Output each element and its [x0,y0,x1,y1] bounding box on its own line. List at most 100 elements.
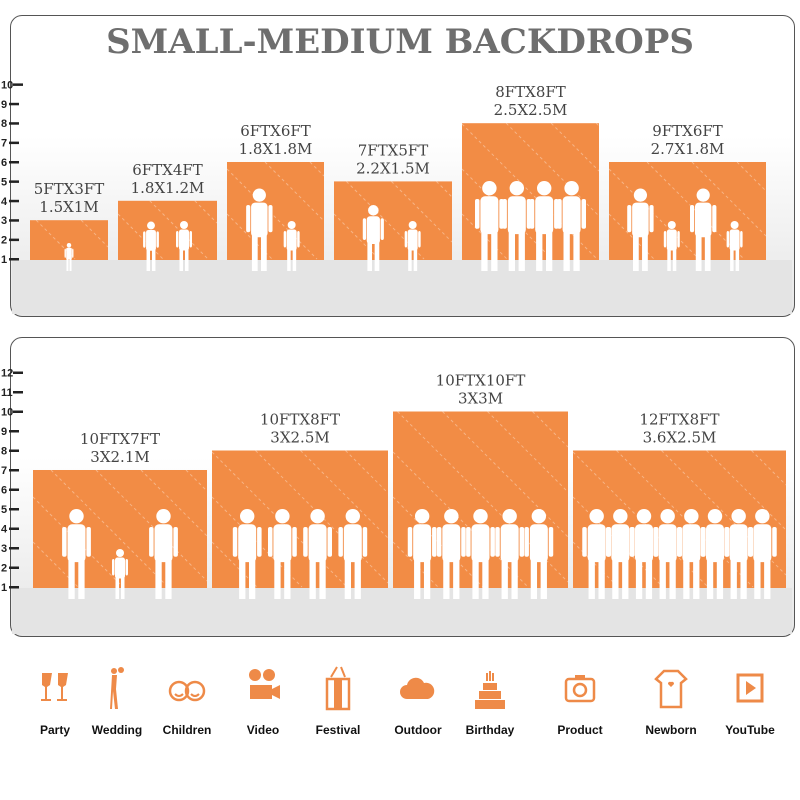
pattern-line [572,541,619,588]
size-feet-label: 10FTX8FT [260,411,340,429]
axis-tick-label: 4 [1,196,8,208]
size-meters-label: 2.5X2.5M [494,101,568,119]
birthday-cake-icon [475,671,505,709]
baby-onesie-icon [654,669,688,709]
use-case-product: Product [545,665,615,737]
pattern-line [391,181,453,243]
person-silhouette-icon [663,221,680,271]
use-case-birthday: Birthday [455,665,525,737]
person-silhouette-icon [747,509,777,599]
axis-tick-label: 6 [1,485,7,497]
pattern-line [149,200,209,260]
person-silhouette-icon [524,509,554,599]
person-silhouette-icon [436,509,466,599]
gift-box-icon [325,666,351,711]
pattern-line [392,451,529,588]
pattern-line [32,541,79,588]
person-silhouette-icon [143,221,159,271]
axis-tick-label: 5 [1,176,7,188]
pattern-line [80,219,109,248]
size-meters-label: 2.7X1.8M [651,140,725,158]
use-case-youtube: YouTube [715,665,785,737]
axis-tick-mark [9,219,19,222]
pattern-line [264,161,325,222]
axis-tick-label: 7 [1,138,7,150]
axis-tick-label: 9 [1,99,7,111]
axis-tick-label: 9 [1,426,7,438]
axis-tick-mark [9,141,19,145]
use-case-party: Party [20,665,90,737]
use-case-label: Children [162,723,212,737]
axis-tick-label: 11 [1,387,13,399]
person-silhouette-icon [112,549,128,599]
axis-tick-label: 1 [1,582,7,594]
axis-tick-label: 10 [1,79,13,91]
axis-tick-mark [9,508,19,511]
size-meters-label: 3X2.5M [270,429,329,447]
axis-tick-mark [9,258,19,261]
person-silhouette-icon [529,181,559,271]
person-silhouette-icon [64,243,74,271]
size-feet-label: 6FTX4FT [132,161,203,179]
axis-tick-mark [9,180,19,183]
pattern-line [117,213,164,260]
pattern-line [185,469,208,492]
person-silhouette-icon [246,188,273,271]
pattern-line [95,469,208,582]
person-silhouette-icon [149,509,178,599]
use-case-label: Product [557,723,603,737]
size-meters-label: 2.2X1.5M [356,159,430,177]
size-feet-label: 6FTX6FT [240,122,311,140]
axis-tick-label: 10 [1,407,13,419]
axis-tick-mark [13,410,23,413]
pattern-line [226,213,273,260]
axis-tick-mark [9,586,19,589]
axis-tick-mark [9,547,19,550]
axis-tick-mark [13,391,23,394]
person-silhouette-icon [557,181,586,271]
pattern-line [194,200,218,224]
pattern-line [487,411,569,493]
axis-tick-label: 5 [1,504,7,516]
backdrop-rect [227,162,324,260]
pattern-line [461,123,598,260]
pattern-line [736,161,767,192]
backdrop-rect [334,181,452,260]
pattern-line [345,450,389,494]
pattern-line [751,450,787,486]
pattern-line [595,122,600,127]
axis-tick-mark [9,102,19,106]
pattern-line [211,451,348,588]
axis-tick-label: 6 [1,157,7,169]
pattern-line [532,411,569,448]
size-feet-label: 10FTX7FT [80,430,160,448]
play-button-icon [736,673,764,703]
person-silhouette-icon [627,188,654,271]
axis-tick-mark [9,430,19,433]
axis-tick-mark [9,449,19,452]
size-meters-label: 1.5X1M [39,198,98,216]
person-silhouette-icon [283,221,300,271]
backdrop-rect [118,200,217,260]
wine-glasses-icon [41,673,68,701]
size-feet-label: 9FTX6FT [652,122,723,140]
axis-tick-mark [9,469,19,472]
pattern-line [300,450,389,539]
use-case-label: Video [246,723,280,737]
person-silhouette-icon [62,509,91,599]
use-case-label: YouTube [725,723,775,737]
pattern-line [333,213,380,260]
axis-tick-mark [9,199,19,203]
pattern-line [608,213,655,260]
axis-tick-label: 3 [1,215,7,227]
